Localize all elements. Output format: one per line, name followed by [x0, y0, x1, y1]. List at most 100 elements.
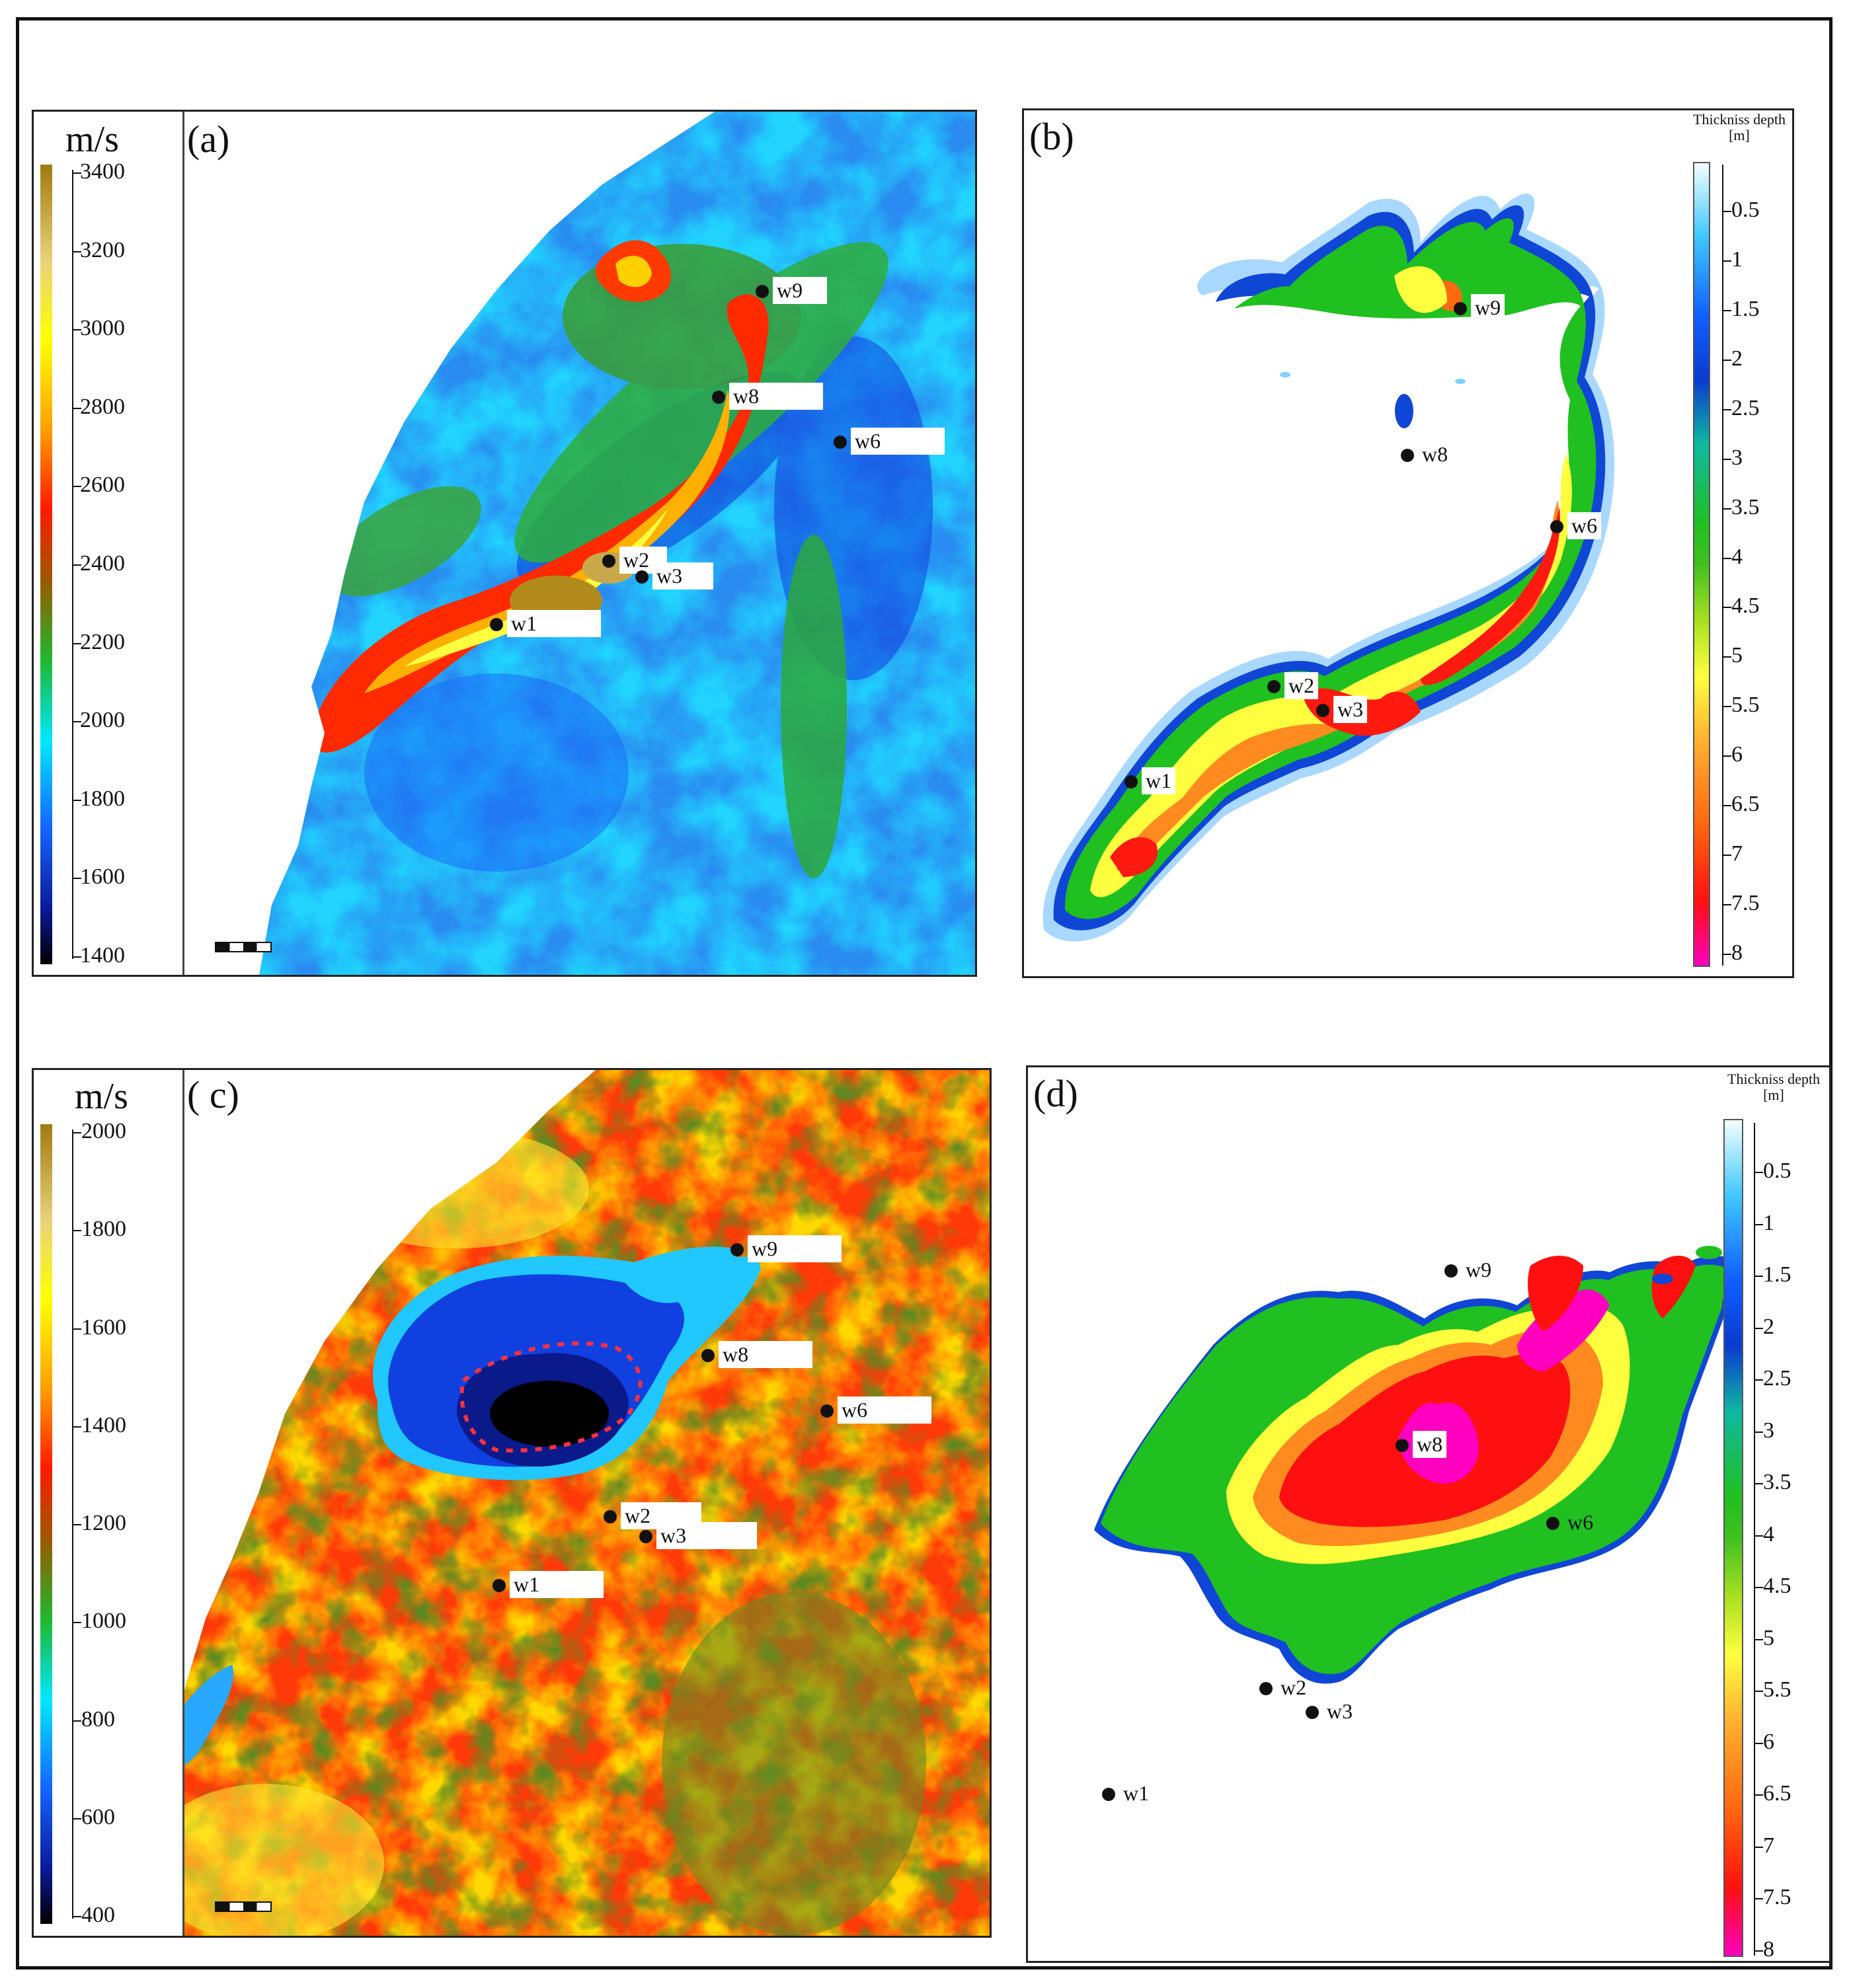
well-dot — [712, 391, 725, 404]
tick-mark — [72, 1426, 81, 1428]
tick-label: 0.5 — [1763, 1159, 1792, 1183]
tick-mark — [1722, 309, 1731, 311]
well-dot — [701, 1349, 715, 1362]
tick-mark — [1754, 1742, 1763, 1744]
velocity-map-a — [34, 112, 975, 975]
well-dot — [820, 1404, 834, 1418]
sand-body-d — [1094, 1256, 1742, 1684]
well-dot — [1259, 1682, 1273, 1695]
tick-label: 7.5 — [1731, 891, 1760, 916]
tick-label: 8 — [1763, 1937, 1774, 1962]
legend-b-axis — [1722, 165, 1723, 966]
well-label: w2 — [1280, 1675, 1307, 1699]
tick-label: 3200 — [80, 237, 125, 262]
dashed-boundary-c — [459, 1341, 643, 1453]
thickness-map-b — [1043, 194, 1615, 942]
tick-label: 2 — [1763, 1314, 1774, 1339]
tick-label: 3 — [1731, 445, 1743, 470]
panel-c-velocity-map: m/s 2000 1800 1600 1400 1200 1000 800 600 400 ( … — [32, 1068, 992, 1938]
tick-label: 6.5 — [1731, 792, 1760, 817]
tick-mark — [1754, 1846, 1763, 1848]
tick-mark — [72, 1328, 81, 1330]
well-label: w1 — [1123, 1781, 1150, 1805]
tick-mark — [1722, 755, 1731, 757]
well-dot — [1401, 449, 1414, 462]
well-label: w3 — [656, 1522, 757, 1549]
tick-label: 3.5 — [1731, 494, 1760, 519]
tick-label: 4 — [1731, 544, 1743, 569]
tick-label: 5 — [1763, 1625, 1774, 1650]
tick-label: 0.5 — [1731, 198, 1760, 222]
well-label: w6 — [1567, 512, 1602, 539]
tick-mark — [1722, 855, 1731, 857]
tick-label: 2400 — [80, 551, 125, 576]
tick-label: 4.5 — [1763, 1574, 1792, 1599]
tick-mark — [72, 329, 81, 331]
tick-label: 6 — [1763, 1729, 1774, 1754]
tick-mark — [72, 486, 81, 488]
tick-label: 1400 — [80, 943, 125, 968]
legend-d-ramp — [1723, 1119, 1743, 1957]
tick-mark — [1722, 458, 1731, 460]
well-dot — [1306, 1706, 1319, 1719]
legend-b-title: Thickniss depth [m] — [1685, 112, 1792, 143]
well-dot — [1316, 704, 1329, 717]
tick-mark — [1722, 260, 1731, 262]
tick-label: 1.5 — [1763, 1262, 1792, 1287]
well-dot — [1102, 1788, 1115, 1801]
tick-label: 600 — [81, 1804, 115, 1829]
well-dot — [1550, 520, 1563, 533]
tick-label: 8 — [1731, 940, 1743, 965]
tick-mark — [72, 1720, 81, 1722]
well-label: w9 — [748, 1235, 842, 1262]
tick-mark — [1754, 1483, 1763, 1485]
well-dot — [492, 1579, 506, 1592]
well-dot — [604, 1510, 617, 1523]
well-label: w9 — [1471, 294, 1505, 321]
tick-mark — [1722, 557, 1731, 559]
legend-b-title-line2: [m] — [1729, 127, 1750, 143]
tick-label: 2600 — [80, 473, 125, 498]
colorbar-a-unit: m/s — [65, 119, 119, 160]
panel-a-velocity-map: m/s 3400 3200 3000 2800 2600 2400 2200 2000 1800… — [32, 110, 977, 977]
tick-label: 1800 — [81, 1217, 126, 1242]
well-dot — [1546, 1517, 1559, 1530]
tick-label: 1 — [1731, 247, 1743, 272]
tick-label: 6.5 — [1763, 1781, 1792, 1806]
well-dot — [1444, 1264, 1458, 1278]
tick-mark — [72, 721, 81, 723]
legend-d-title-line1: Thickniss depth — [1727, 1071, 1820, 1087]
tick-mark — [1722, 211, 1731, 212]
panel-d-label: (d) — [1033, 1072, 1078, 1115]
tick-mark — [1722, 904, 1731, 906]
colorbar-c-unit: m/s — [75, 1076, 128, 1117]
well-dot — [1267, 680, 1280, 693]
tick-mark — [1754, 1638, 1763, 1640]
tick-label: 7 — [1763, 1833, 1774, 1858]
panel-c-label: ( c) — [187, 1073, 239, 1116]
tick-mark — [72, 1916, 81, 1917]
well-label: w3 — [652, 562, 713, 590]
tick-label: 1000 — [81, 1609, 126, 1634]
tick-label: 2.5 — [1731, 395, 1760, 420]
tick-mark — [1754, 1379, 1763, 1381]
colorbar-c — [34, 1070, 184, 1936]
tick-label: 3 — [1763, 1418, 1774, 1443]
tick-mark — [1754, 1327, 1763, 1329]
legend-b-ramp — [1693, 162, 1710, 967]
well-label: w1 — [1142, 767, 1176, 794]
figure-frame — [16, 17, 1832, 1969]
tick-label: 1400 — [81, 1412, 126, 1437]
tick-label: 2200 — [80, 629, 125, 654]
well-label: w9 — [1466, 1258, 1492, 1281]
tick-mark — [72, 1622, 81, 1624]
well-dot — [1454, 302, 1467, 315]
tick-label: 5 — [1731, 643, 1743, 668]
sand-body-b — [1043, 194, 1615, 942]
tick-mark — [72, 407, 81, 409]
well-label: w8 — [729, 383, 823, 410]
colorbar-a — [34, 112, 184, 975]
tick-mark — [1754, 1431, 1763, 1433]
well-dot — [639, 1530, 652, 1543]
tick-mark — [72, 878, 81, 880]
